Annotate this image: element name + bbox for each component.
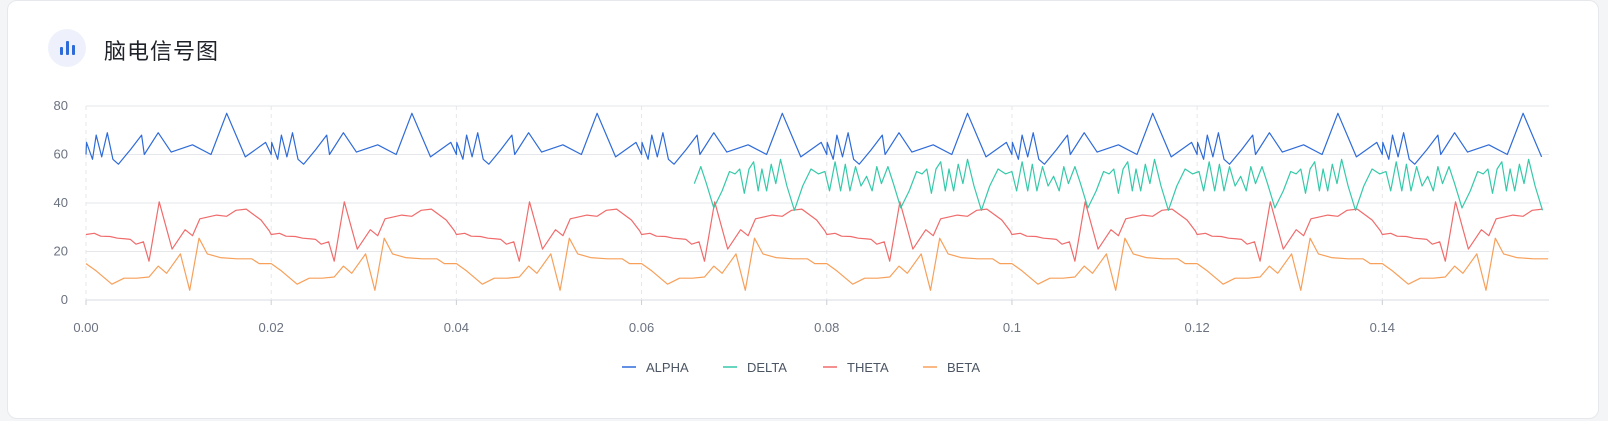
- y-tick-label: 40: [54, 195, 68, 210]
- x-tick-label: 0.1: [1003, 320, 1021, 335]
- legend-label-alpha: ALPHA: [646, 360, 689, 375]
- y-tick-label: 20: [54, 244, 68, 259]
- x-tick-label: 0.14: [1370, 320, 1395, 335]
- y-tick-label: 0: [61, 292, 68, 307]
- x-tick-label: 0.00: [73, 320, 98, 335]
- x-tick-label: 0.08: [814, 320, 839, 335]
- x-tick-label: 0.04: [444, 320, 469, 335]
- theta-series-line: [85, 201, 1543, 262]
- alpha-series-line: [85, 112, 1543, 165]
- legend-label-theta: THETA: [847, 360, 889, 375]
- delta-series-line: [693, 158, 1544, 211]
- legend-label-beta: BETA: [947, 360, 980, 375]
- legend-label-delta: DELTA: [747, 360, 787, 375]
- y-tick-label: 80: [54, 98, 68, 113]
- beta-series-line: [85, 237, 1549, 291]
- y-tick-label: 60: [54, 147, 68, 162]
- chart-title: 脑电信号图: [104, 40, 220, 65]
- x-tick-label: 0.02: [259, 320, 284, 335]
- x-tick-label: 0.06: [629, 320, 654, 335]
- bar-chart-icon: [48, 29, 86, 67]
- x-tick-label: 0.12: [1184, 320, 1209, 335]
